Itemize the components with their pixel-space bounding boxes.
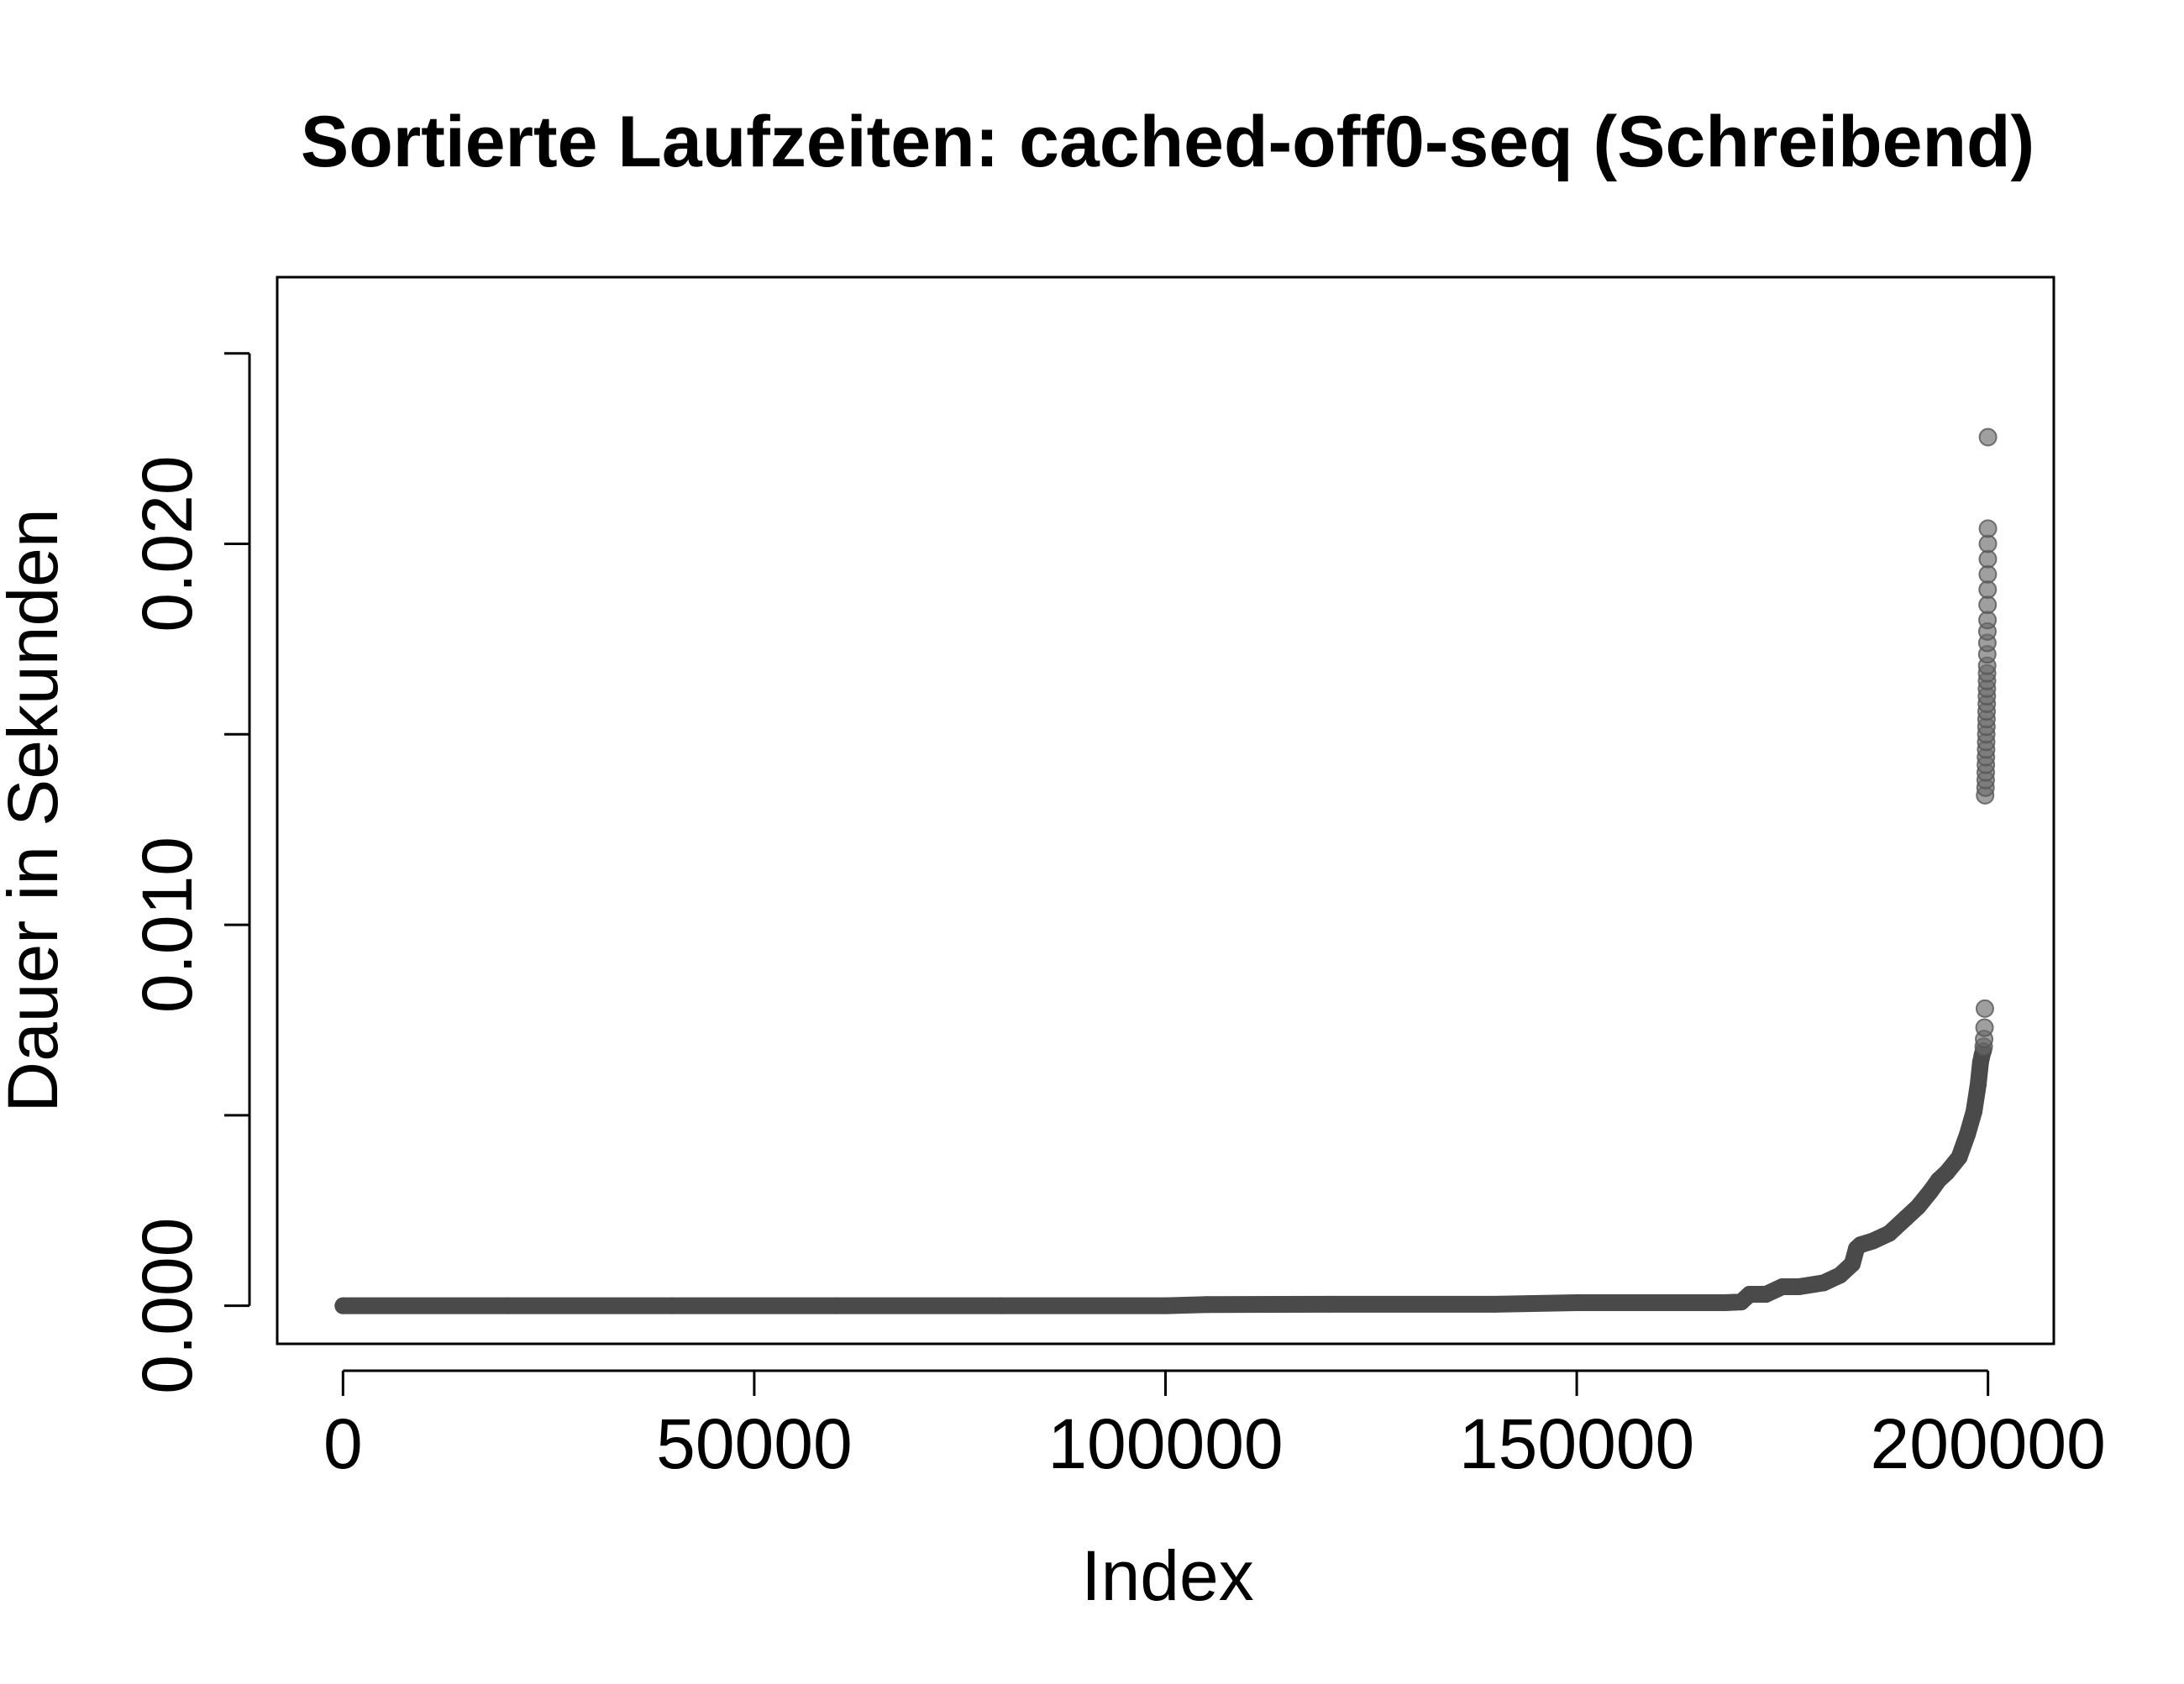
plot-frame	[276, 275, 2055, 1346]
data-point	[1978, 595, 1998, 615]
data-point	[1198, 1296, 1215, 1314]
data-point	[1959, 1125, 1977, 1143]
x-tick-label: 150000	[1459, 1404, 1694, 1483]
data-point	[1978, 564, 1998, 584]
data-point	[1978, 549, 1998, 569]
data-point	[1975, 1018, 1994, 1037]
data-point	[1568, 1294, 1586, 1312]
y-tick-label: 0.000	[128, 1218, 207, 1394]
data-point	[1881, 1225, 1898, 1242]
data-point	[499, 1297, 517, 1314]
data-point	[1773, 1277, 1791, 1295]
data-point	[1740, 1286, 1758, 1304]
data-point	[1978, 519, 1998, 538]
data-point	[1975, 999, 1994, 1018]
data-point	[827, 1297, 845, 1314]
x-tick-label: 200000	[1871, 1404, 2106, 1483]
data-point	[1978, 611, 1998, 630]
data-point	[1950, 1148, 1968, 1166]
data-point	[992, 1297, 1010, 1314]
data-point	[1814, 1274, 1832, 1292]
x-tick-label: 100000	[1047, 1404, 1283, 1483]
x-axis: 0 50000 100000 150000 200000	[323, 1369, 2106, 1483]
x-tick-label: 50000	[656, 1404, 853, 1483]
y-axis-label: Dauer in Sekunden	[0, 508, 72, 1112]
data-point	[334, 1297, 352, 1314]
x-axis-label: Index	[1081, 1536, 1254, 1615]
data-point	[1486, 1295, 1504, 1313]
data-point	[1757, 1286, 1775, 1304]
data-point	[1831, 1267, 1849, 1284]
x-tick-label: 0	[323, 1404, 363, 1483]
data-point	[1966, 1103, 1983, 1120]
series-trace	[334, 1041, 1992, 1314]
data-points	[334, 428, 1998, 1314]
data-point	[1897, 1209, 1914, 1227]
data-point	[1969, 1076, 1987, 1094]
y-tick-label: 0.020	[128, 455, 207, 632]
data-point	[1938, 1163, 1956, 1181]
data-point	[1651, 1294, 1667, 1312]
data-point	[1716, 1294, 1734, 1312]
data-point	[1844, 1255, 1861, 1272]
chart-title: Sortierte Laufzeiten: cached-off0-seq (S…	[301, 102, 2034, 182]
data-point	[664, 1297, 680, 1314]
data-point	[1978, 534, 1998, 553]
data-point	[1978, 428, 1998, 447]
data-point	[1790, 1277, 1808, 1295]
data-point	[1157, 1297, 1174, 1314]
data-point	[1978, 580, 1998, 599]
data-point	[1909, 1198, 1927, 1215]
y-axis: 0.000 0.010 0.020	[128, 352, 251, 1394]
y-tick-label: 0.010	[128, 837, 207, 1013]
data-point	[1864, 1232, 1882, 1250]
data-point	[1321, 1295, 1339, 1313]
